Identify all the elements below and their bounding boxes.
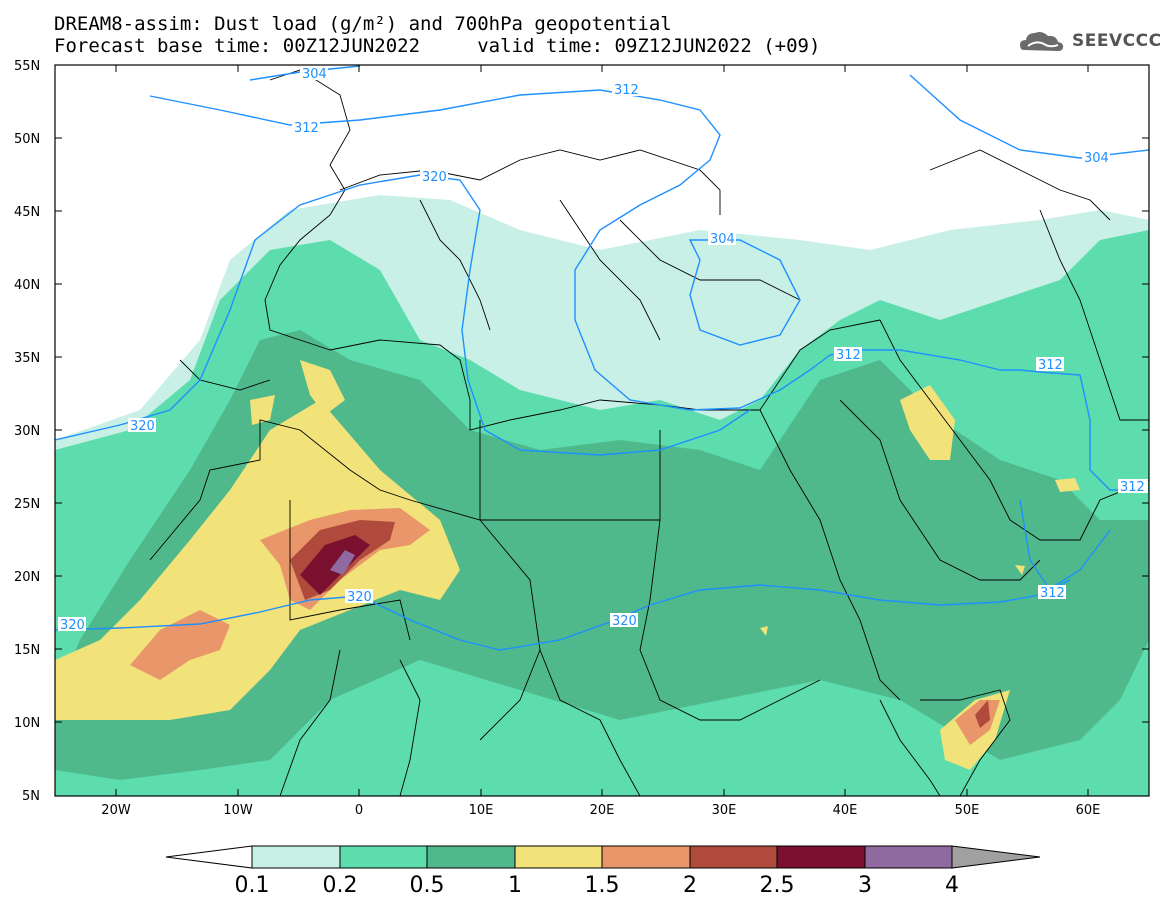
- colorbar-swatch: [690, 846, 777, 868]
- lon-label: 0: [355, 803, 363, 818]
- lat-label: 10N: [14, 716, 40, 731]
- lat-label: 40N: [14, 278, 40, 293]
- colorbar-swatch: [515, 846, 602, 868]
- lat-label: 25N: [14, 497, 40, 512]
- lon-label: 40E: [833, 803, 858, 818]
- colorbar-label: 0.1: [235, 873, 270, 898]
- colorbar-label: 0.2: [323, 873, 358, 898]
- colorbar-swatch: [340, 846, 427, 868]
- colorbar-label: 0.5: [410, 873, 445, 898]
- contour-label: 320: [612, 614, 637, 629]
- lat-label: 50N: [14, 132, 40, 147]
- logo-text: SEEVCCC: [1072, 31, 1162, 51]
- contour-label: 312: [614, 83, 639, 98]
- dust-shading: [55, 65, 1149, 796]
- lon-ticks: [115, 65, 1089, 796]
- contour-label: 304: [1084, 151, 1109, 166]
- forecast-time-subtitle: Forecast base time: 00Z12JUN2022 valid t…: [54, 35, 821, 57]
- lon-label: 10W: [223, 803, 253, 818]
- colorbar-label: 3: [858, 873, 872, 898]
- colorbar-label: 2.5: [760, 873, 795, 898]
- contour-label: 304: [302, 67, 327, 82]
- lon-label: 60E: [1076, 803, 1101, 818]
- contour-label: 312: [1038, 358, 1063, 373]
- lat-label: 15N: [14, 643, 40, 658]
- contour-labels: 304 312 312 320 304 312 312 320 320 320 …: [58, 66, 1148, 633]
- lat-label: 30N: [14, 424, 40, 439]
- colorbar-swatch: [427, 846, 515, 868]
- lon-label: 20E: [590, 803, 615, 818]
- lat-label: 5N: [22, 789, 40, 804]
- contour-label: 312: [294, 121, 319, 136]
- lat-label: 35N: [14, 351, 40, 366]
- contour-label: 312: [1120, 480, 1145, 495]
- colorbar-label: 4: [945, 873, 959, 898]
- lat-label: 55N: [14, 59, 40, 74]
- lon-label: 30E: [712, 803, 737, 818]
- lat-ticks: [55, 64, 1149, 723]
- map-title: DREAM8-assim: Dust load (g/m²) and 700hP…: [54, 13, 672, 35]
- colorbar-swatch: [602, 846, 690, 868]
- lat-label: 45N: [14, 205, 40, 220]
- colorbar-under-arrow: [165, 845, 253, 869]
- lat-labels: 55N 50N 45N 40N 35N 30N 25N 20N 15N 10N …: [14, 59, 40, 804]
- contour-label: 320: [422, 170, 447, 185]
- colorbar-over-arrow: [951, 845, 1041, 869]
- contour-label: 304: [710, 232, 735, 247]
- colorbar-swatch: [777, 846, 865, 868]
- colorbar: 0.1 0.2 0.5 1 1.5 2 2.5 3 4: [165, 845, 1041, 898]
- country-borders: [149, 69, 1149, 796]
- contour-label: 320: [347, 590, 372, 605]
- contour-label: 320: [60, 618, 85, 633]
- contour-label: 312: [836, 348, 861, 363]
- cloud-logo-icon: [1020, 32, 1064, 51]
- colorbar-swatch: [865, 846, 952, 868]
- contour-label: 320: [130, 419, 155, 434]
- lon-labels: 20W 10W 0 10E 20E 30E 40E 50E 60E: [101, 803, 1100, 818]
- colorbar-label: 1: [508, 873, 522, 898]
- colorbar-swatch: [252, 846, 340, 868]
- colorbar-label: 1.5: [585, 873, 620, 898]
- lon-label: 20W: [101, 803, 131, 818]
- contour-label: 312: [1040, 586, 1065, 601]
- lon-label: 50E: [955, 803, 980, 818]
- lat-label: 20N: [14, 570, 40, 585]
- colorbar-label: 2: [683, 873, 697, 898]
- lon-label: 10E: [469, 803, 494, 818]
